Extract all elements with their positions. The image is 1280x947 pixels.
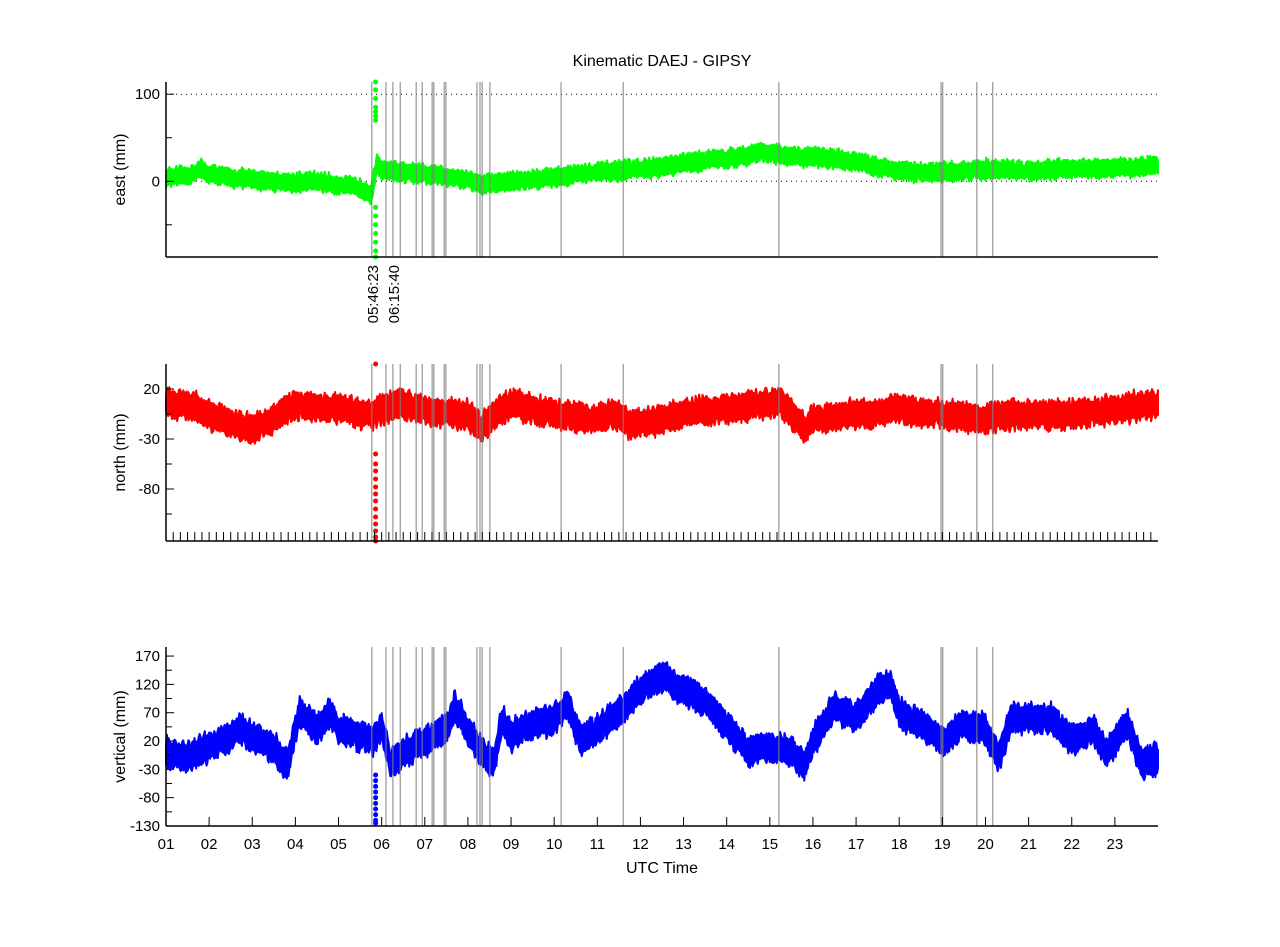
vertical-outlier-point xyxy=(373,806,379,812)
y-tick-label: 120 xyxy=(135,676,160,693)
north-outlier-point xyxy=(373,476,379,482)
north-outlier-point xyxy=(373,514,379,520)
north-outlier-point xyxy=(373,451,379,457)
y-tick-label: 70 xyxy=(143,705,160,722)
panel-north: 20 -30 -80 north (mm) xyxy=(112,361,1159,544)
x-tick-label: 10 xyxy=(546,836,563,853)
x-tick-label: 21 xyxy=(1020,836,1037,853)
y-tick-label: -30 xyxy=(138,761,160,778)
y-tick-label: -80 xyxy=(138,790,160,807)
x-tick-label: 05 xyxy=(330,836,347,853)
east-y-axis-label: east (mm) xyxy=(112,134,129,206)
x-tick-label: 13 xyxy=(675,836,692,853)
vertical-y-axis-label: vertical (mm) xyxy=(112,690,129,782)
north-outlier-point xyxy=(373,468,379,474)
north-outlier-point xyxy=(373,361,379,367)
y-tick-label: -30 xyxy=(138,431,160,448)
y-tick-label: -130 xyxy=(130,818,160,835)
north-data-band xyxy=(165,386,1159,445)
vertical-outlier-point xyxy=(373,772,379,778)
x-tick-label: 09 xyxy=(503,836,520,853)
east-outlier-point xyxy=(373,204,379,210)
east-outlier-point xyxy=(373,230,379,236)
x-axis-label: UTC Time xyxy=(626,860,698,877)
east-outlier-point xyxy=(373,79,379,85)
x-tick-label: 15 xyxy=(761,836,778,853)
north-y-axis-label: north (mm) xyxy=(112,413,129,491)
x-tick-label: 12 xyxy=(632,836,649,853)
vertical-data-band xyxy=(165,661,1159,782)
x-tick-label: 20 xyxy=(977,836,994,853)
east-outlier-point xyxy=(373,117,379,123)
x-tick-label: 16 xyxy=(805,836,822,853)
north-outlier-point xyxy=(373,498,379,504)
east-outlier-point xyxy=(373,222,379,228)
x-tick-label: 08 xyxy=(460,836,477,853)
x-tick-label: 04 xyxy=(287,836,304,853)
event-time-label: 05:46:23 xyxy=(365,265,382,323)
north-outlier-point xyxy=(373,491,379,497)
vertical-outlier-point xyxy=(373,789,379,795)
panels: 100 0 east (mm) 05:46:23 06:15:40 20 -30 -80 nor… xyxy=(112,79,1159,853)
x-tick-label: 06 xyxy=(373,836,390,853)
east-outlier-point xyxy=(373,87,379,93)
east-data-band xyxy=(165,141,1159,206)
panel-east: 100 0 east (mm) 05:46:23 06:15:40 xyxy=(112,79,1159,323)
vertical-outlier-point xyxy=(373,812,379,818)
vertical-outlier-point xyxy=(373,820,379,826)
x-tick-label: 03 xyxy=(244,836,261,853)
y-tick-label: 100 xyxy=(135,86,160,103)
north-outlier-point xyxy=(373,461,379,467)
event-time-label: 06:15:40 xyxy=(386,265,403,323)
east-outlier-point xyxy=(373,104,379,110)
y-tick-label: -80 xyxy=(138,481,160,498)
east-outlier-point xyxy=(373,239,379,245)
east-outlier-point xyxy=(373,213,379,219)
vertical-outlier-point xyxy=(373,800,379,806)
north-outlier-point xyxy=(373,528,379,534)
chart-title: Kinematic DAEJ - GIPSY xyxy=(573,53,752,70)
north-outlier-point xyxy=(373,521,379,527)
x-tick-label: 19 xyxy=(934,836,951,853)
x-tick-label: 22 xyxy=(1063,836,1080,853)
x-tick-label: 11 xyxy=(590,836,606,853)
x-tick-label: 23 xyxy=(1107,836,1124,853)
x-tick-label: 07 xyxy=(416,836,433,853)
x-tick-label: 02 xyxy=(201,836,218,853)
vertical-outlier-point xyxy=(373,795,379,801)
y-tick-label: 20 xyxy=(143,733,160,750)
y-tick-label: 20 xyxy=(143,381,160,398)
x-tick-label: 18 xyxy=(891,836,908,853)
x-tick-label: 17 xyxy=(848,836,865,853)
vertical-outlier-point xyxy=(373,778,379,784)
north-outlier-point xyxy=(373,484,379,490)
east-outlier-point xyxy=(373,96,379,102)
panel-vertical: 170 120 70 20 -30 -80 -130 vertical (mm) 01 02 03 0… xyxy=(112,647,1159,853)
vertical-outlier-point xyxy=(373,783,379,789)
x-tick-label: 01 xyxy=(158,836,175,853)
y-tick-label: 170 xyxy=(135,648,160,665)
east-outlier-point xyxy=(373,248,379,254)
north-outlier-point xyxy=(373,506,379,512)
x-tick-label: 14 xyxy=(718,836,735,853)
east-outlier-point xyxy=(373,109,379,115)
y-tick-label: 0 xyxy=(152,173,160,190)
east-outlier-point xyxy=(373,113,379,119)
